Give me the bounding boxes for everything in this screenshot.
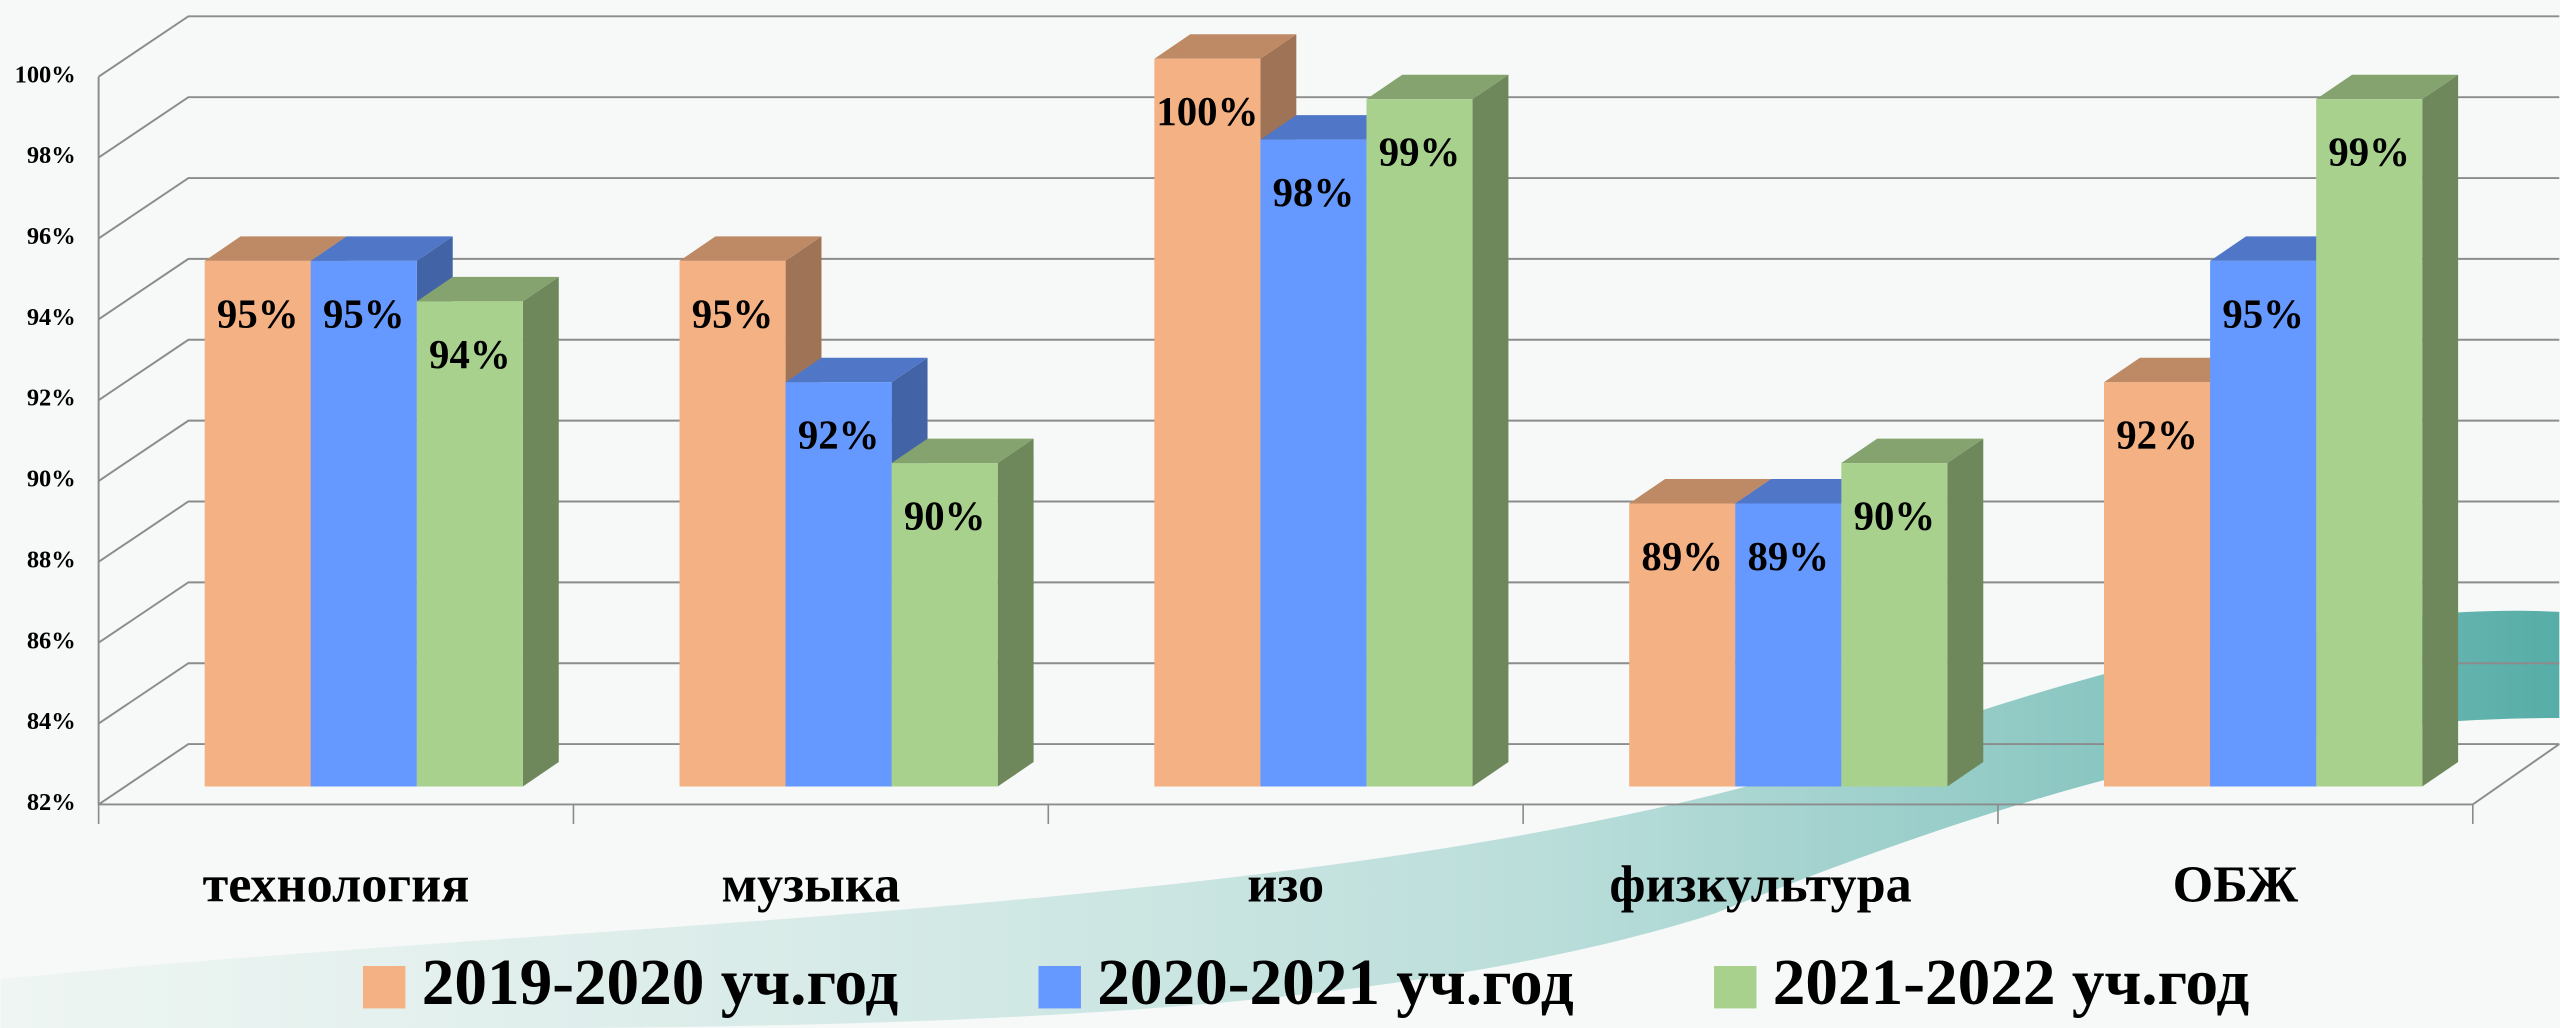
legend-label: 2021-2022 уч.год: [1773, 947, 2250, 1019]
data-label: 95%: [217, 291, 299, 336]
bar-front: [1154, 58, 1261, 787]
x-tick-label: ОБЖ: [2173, 855, 2299, 913]
bar: [891, 438, 1034, 787]
bar: [1735, 479, 1878, 787]
bar: [1366, 74, 1509, 787]
bar-side: [997, 438, 1034, 787]
bar-front: [1735, 503, 1842, 787]
x-tick-label: технология: [203, 855, 470, 913]
bar-front: [679, 260, 786, 787]
bar-side: [2422, 74, 2459, 787]
bar-top: [1841, 438, 1984, 464]
bar: [2316, 74, 2459, 787]
y-tick-label: 96%: [27, 223, 76, 250]
legend-swatch: [1038, 965, 1081, 1009]
data-label: 89%: [1641, 534, 1723, 579]
y-tick-label: 90%: [27, 466, 76, 493]
bar: [416, 276, 559, 787]
bar-front: [416, 301, 523, 787]
bar-top: [204, 236, 347, 261]
bar-front: [2104, 382, 2211, 787]
legend-label: 2019-2020 уч.год: [422, 947, 899, 1019]
bar-top: [2316, 74, 2459, 100]
grid-line: [98, 15, 2560, 78]
y-tick-label: 86%: [27, 627, 76, 654]
data-label: 90%: [1854, 494, 1936, 539]
data-label: 98%: [1273, 170, 1355, 215]
grid-line: [98, 338, 2560, 401]
grid-line: [98, 257, 2560, 321]
y-tick-label: 82%: [27, 789, 76, 816]
data-label: 92%: [798, 413, 880, 458]
x-tick-label: изо: [1247, 855, 1324, 913]
bar-top: [1154, 34, 1297, 59]
data-label: 90%: [904, 494, 986, 539]
bar-front: [1841, 463, 1948, 787]
grid-line: [98, 419, 2560, 482]
grid-line: [98, 96, 2560, 159]
legend-label: 2020-2021 уч.год: [1097, 947, 1574, 1019]
bar-front: [891, 463, 998, 787]
bar-front: [204, 260, 311, 787]
legend-swatch: [1714, 965, 1757, 1009]
bar-top: [310, 236, 453, 261]
y-tick-label: 92%: [27, 385, 76, 412]
data-label: 95%: [323, 291, 405, 336]
y-tick-label: 84%: [27, 708, 76, 735]
bar-top: [891, 438, 1034, 464]
bar-top: [1366, 74, 1509, 100]
bar-top: [785, 357, 928, 383]
bar-side: [522, 276, 559, 787]
bar-side: [1947, 438, 1984, 787]
bar-front: [2210, 260, 2317, 787]
bar-top: [1629, 479, 1772, 504]
bar-front: [785, 382, 892, 787]
data-label: 89%: [1748, 534, 1830, 579]
bar-top: [416, 276, 559, 302]
data-label: 99%: [1379, 130, 1461, 175]
data-label: 95%: [692, 291, 774, 336]
x-tick-label: физкультура: [1609, 855, 1911, 913]
bar-front: [2316, 99, 2423, 787]
y-tick-label: 100%: [15, 61, 76, 88]
data-label: 95%: [2222, 291, 2304, 336]
grid-line: [98, 177, 2560, 240]
bar-side: [1472, 74, 1509, 787]
legend-swatch: [362, 965, 406, 1009]
x-tick-label: музыка: [721, 855, 900, 913]
y-tick-label: 94%: [27, 304, 76, 331]
data-label: 92%: [2116, 413, 2198, 458]
y-tick-label: 88%: [27, 546, 76, 573]
data-label: 100%: [1156, 89, 1258, 134]
data-label: 94%: [429, 332, 511, 377]
data-label: 99%: [2328, 130, 2410, 175]
bar-front: [1629, 503, 1736, 787]
bar-front: [1260, 139, 1367, 787]
bar-top: [679, 236, 822, 261]
bar-front: [310, 260, 417, 787]
y-tick-label: 98%: [27, 142, 76, 169]
bar: [1841, 438, 1984, 787]
bar-front: [1366, 99, 1473, 787]
